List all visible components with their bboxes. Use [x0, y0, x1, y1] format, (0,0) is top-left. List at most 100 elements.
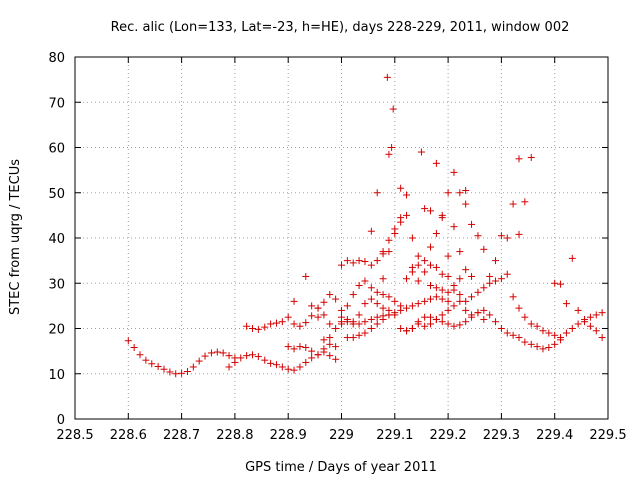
- data-point: [397, 325, 405, 332]
- data-point: [456, 189, 464, 197]
- data-point: [355, 331, 363, 339]
- data-point: [308, 312, 316, 320]
- data-point: [403, 191, 411, 199]
- data-point: [142, 356, 150, 364]
- data-point: [474, 232, 482, 240]
- data-point: [450, 322, 458, 330]
- data-point: [509, 293, 517, 301]
- data-point: [444, 189, 452, 197]
- data-point: [302, 358, 310, 366]
- y-tick-label: 10: [48, 368, 65, 383]
- y-tick-label: 60: [48, 142, 65, 157]
- data-point: [326, 340, 334, 348]
- data-point: [598, 334, 606, 342]
- data-point: [480, 284, 488, 292]
- data-point: [367, 261, 375, 269]
- data-point: [551, 340, 559, 348]
- x-tick-label: 229.1: [376, 428, 413, 443]
- data-point: [248, 351, 256, 359]
- data-point: [254, 325, 262, 333]
- data-point: [450, 168, 458, 176]
- data-point: [154, 363, 162, 371]
- data-point: [438, 311, 446, 319]
- data-point: [367, 227, 375, 235]
- data-point: [515, 155, 523, 163]
- data-point: [391, 225, 399, 233]
- data-point: [444, 297, 452, 305]
- data-point: [320, 311, 328, 319]
- data-point: [219, 349, 227, 357]
- data-point: [427, 282, 435, 290]
- data-point: [521, 338, 529, 346]
- data-point: [296, 322, 304, 330]
- data-point: [568, 254, 576, 262]
- data-point: [314, 351, 322, 359]
- data-point: [414, 261, 422, 269]
- data-point: [444, 288, 452, 296]
- data-point: [462, 186, 470, 194]
- data-point: [486, 311, 494, 319]
- data-point: [254, 353, 262, 361]
- data-point: [373, 288, 381, 296]
- x-tick-label: 229.5: [589, 428, 626, 443]
- data-point: [421, 268, 429, 276]
- data-point: [225, 352, 233, 360]
- data-point: [379, 315, 387, 323]
- data-point: [267, 320, 275, 328]
- data-point: [183, 367, 191, 375]
- data-point: [474, 288, 482, 296]
- data-point: [574, 320, 582, 328]
- data-point: [551, 279, 559, 287]
- data-point: [320, 336, 328, 344]
- data-point: [444, 272, 452, 280]
- data-point: [432, 293, 440, 301]
- data-point: [545, 329, 553, 337]
- data-point: [296, 343, 304, 351]
- data-points: [124, 73, 606, 378]
- data-point: [290, 297, 298, 305]
- data-point: [385, 306, 393, 314]
- x-tick-label: 228.5: [56, 428, 93, 443]
- data-point: [379, 304, 387, 312]
- data-point: [421, 257, 429, 265]
- data-point: [492, 318, 500, 326]
- data-point: [136, 351, 144, 359]
- x-tick-label: 228.9: [270, 428, 307, 443]
- data-point: [308, 302, 316, 310]
- data-point: [592, 327, 600, 335]
- y-tick-label: 70: [48, 96, 65, 111]
- data-point: [397, 302, 405, 310]
- data-point: [438, 211, 446, 219]
- data-point: [421, 322, 429, 330]
- data-point: [391, 297, 399, 305]
- data-point: [367, 325, 375, 332]
- data-point: [397, 214, 405, 222]
- data-point: [355, 282, 363, 290]
- data-point: [533, 343, 541, 351]
- data-point: [438, 286, 446, 294]
- data-point: [391, 311, 399, 319]
- data-point: [373, 320, 381, 328]
- data-point: [261, 356, 269, 364]
- data-point: [417, 148, 425, 156]
- data-point: [521, 313, 529, 321]
- data-point: [213, 348, 221, 356]
- data-point: [408, 268, 416, 276]
- data-point: [389, 105, 397, 113]
- data-point: [444, 306, 452, 314]
- data-point: [361, 277, 369, 285]
- y-tick-label: 40: [48, 232, 65, 247]
- data-point: [320, 345, 328, 353]
- data-point: [414, 277, 422, 285]
- data-point: [456, 275, 464, 283]
- data-point: [302, 344, 310, 352]
- data-point: [343, 334, 351, 342]
- data-point: [284, 365, 292, 373]
- data-point: [492, 257, 500, 265]
- data-point: [343, 302, 351, 310]
- data-point: [349, 291, 357, 299]
- data-point: [284, 343, 292, 351]
- data-point: [515, 334, 523, 342]
- data-point: [201, 352, 209, 360]
